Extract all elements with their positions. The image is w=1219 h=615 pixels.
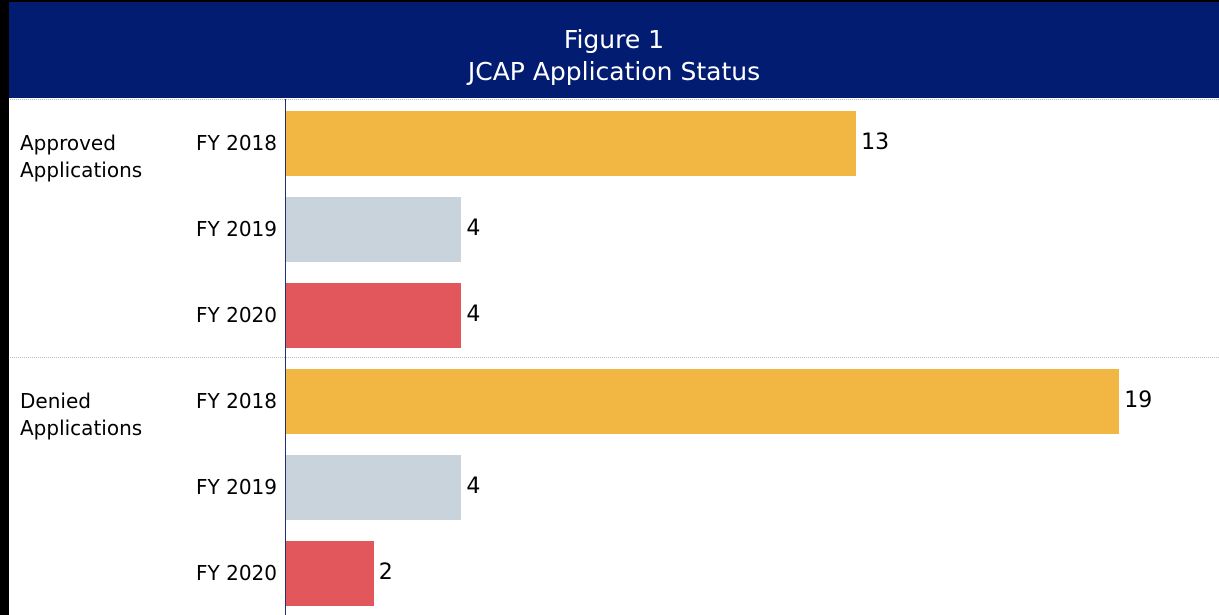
separator [10, 99, 1219, 100]
bar [286, 282, 462, 348]
value-label: 19 [1124, 388, 1153, 413]
row-label: FY 2019 [196, 217, 277, 241]
group-label: Approved Applications [20, 131, 143, 182]
frame-border [0, 98, 9, 615]
group-label: Denied Applications [20, 389, 143, 440]
bar [286, 454, 462, 520]
bar [286, 368, 1120, 434]
bar [286, 540, 374, 606]
bar [286, 196, 462, 262]
header: Figure 1 JCAP Application Status [0, 0, 1219, 98]
value-label: 4 [466, 216, 481, 241]
row-label: FY 2018 [196, 389, 277, 413]
separator [10, 357, 1219, 358]
chart-title: Figure 1 [563, 25, 665, 54]
value-label: 2 [378, 560, 393, 585]
row-label: FY 2020 [196, 303, 277, 327]
value-label: 4 [466, 302, 481, 327]
value-label: 13 [861, 130, 890, 155]
row-label: FY 2020 [196, 561, 277, 585]
value-label: 4 [466, 474, 481, 499]
chart-subtitle: JCAP Application Status [467, 57, 761, 86]
row-label: FY 2019 [196, 475, 277, 499]
row-label: FY 2018 [196, 131, 277, 155]
bar [286, 110, 857, 176]
axis-line [285, 99, 286, 615]
